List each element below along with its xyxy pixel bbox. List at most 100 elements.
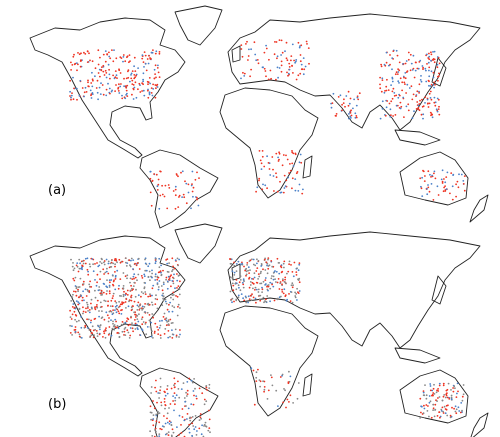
site-dot bbox=[154, 52, 157, 55]
site-dot bbox=[277, 156, 279, 159]
site-dot bbox=[231, 297, 234, 300]
site-dot bbox=[136, 262, 139, 264]
site-dot bbox=[159, 337, 162, 339]
site-dot bbox=[160, 404, 163, 407]
site-dot bbox=[233, 264, 236, 267]
site-dot bbox=[390, 84, 392, 86]
site-dot bbox=[291, 162, 294, 165]
site-dot bbox=[305, 40, 308, 43]
site-dot bbox=[155, 260, 157, 263]
site-dot bbox=[123, 328, 126, 330]
site-dot bbox=[403, 116, 405, 118]
site-dot bbox=[425, 397, 428, 400]
site-dot bbox=[110, 90, 113, 93]
site-dot bbox=[172, 298, 175, 301]
site-dot bbox=[275, 270, 278, 273]
site-dot bbox=[246, 40, 248, 43]
site-dot bbox=[273, 299, 276, 302]
site-dot bbox=[147, 83, 149, 86]
site-dot bbox=[449, 414, 452, 417]
site-dot bbox=[299, 54, 302, 56]
site-dot bbox=[164, 300, 167, 303]
site-dot bbox=[455, 183, 457, 186]
site-dot bbox=[86, 268, 89, 271]
site-dot bbox=[396, 54, 399, 57]
site-dot bbox=[146, 58, 149, 60]
site-dot bbox=[263, 301, 265, 304]
site-dot bbox=[72, 277, 75, 280]
site-dot bbox=[249, 75, 252, 78]
site-dot bbox=[89, 265, 92, 268]
site-dot bbox=[430, 183, 433, 185]
site-dot bbox=[129, 289, 132, 292]
site-dot bbox=[409, 53, 412, 56]
site-dot bbox=[401, 89, 403, 92]
site-dot bbox=[285, 154, 287, 157]
site-dot bbox=[293, 59, 295, 62]
site-dot bbox=[304, 65, 307, 68]
site-dot bbox=[158, 271, 161, 273]
site-dot bbox=[142, 292, 145, 295]
site-dot bbox=[157, 71, 160, 74]
site-dot bbox=[279, 180, 281, 183]
site-dot bbox=[265, 75, 267, 78]
site-dot bbox=[150, 392, 153, 394]
site-dot bbox=[431, 174, 433, 177]
site-dot bbox=[70, 318, 73, 320]
site-dot bbox=[251, 281, 254, 284]
site-dot bbox=[158, 320, 161, 322]
site-dot bbox=[181, 416, 184, 418]
site-dot bbox=[294, 153, 297, 156]
site-dot bbox=[421, 98, 423, 101]
site-dot bbox=[79, 277, 82, 280]
site-dot bbox=[103, 283, 106, 285]
site-dot bbox=[162, 281, 165, 284]
site-dot bbox=[80, 295, 83, 297]
site-dot bbox=[415, 95, 417, 97]
site-dot bbox=[288, 260, 291, 263]
site-dot bbox=[266, 295, 269, 297]
site-dot bbox=[281, 373, 284, 376]
site-dot bbox=[246, 264, 249, 266]
site-dot bbox=[459, 411, 462, 414]
site-dot bbox=[278, 152, 281, 155]
site-dot bbox=[457, 186, 460, 189]
site-dot bbox=[239, 275, 242, 277]
site-dot bbox=[178, 336, 180, 338]
site-dot bbox=[124, 85, 127, 87]
site-dot bbox=[174, 397, 177, 399]
site-dot bbox=[438, 113, 441, 116]
site-dot bbox=[112, 74, 114, 77]
site-dot bbox=[163, 312, 166, 315]
site-dot bbox=[88, 52, 90, 55]
site-dot bbox=[79, 60, 82, 62]
site-dot bbox=[294, 178, 297, 181]
site-dot bbox=[174, 328, 177, 331]
site-dot bbox=[187, 407, 190, 410]
site-dot bbox=[281, 51, 284, 54]
site-dot bbox=[87, 290, 89, 293]
site-dot bbox=[127, 324, 130, 327]
site-dot bbox=[429, 111, 432, 114]
site-dot bbox=[162, 297, 165, 300]
site-dot bbox=[405, 92, 407, 94]
site-dot bbox=[161, 193, 164, 196]
site-dot bbox=[167, 431, 170, 433]
site-dot bbox=[191, 422, 194, 425]
site-dot bbox=[463, 189, 466, 192]
site-dot bbox=[78, 307, 81, 310]
site-dot bbox=[434, 83, 436, 86]
site-dot bbox=[117, 87, 119, 90]
site-dot bbox=[261, 66, 264, 69]
site-dot bbox=[286, 71, 288, 74]
site-dot bbox=[71, 92, 73, 94]
site-dot bbox=[398, 61, 401, 64]
site-dot bbox=[248, 276, 251, 279]
site-dot bbox=[105, 285, 108, 288]
site-dot bbox=[178, 288, 181, 290]
site-dot bbox=[108, 310, 111, 313]
site-dot bbox=[177, 380, 179, 383]
site-dot bbox=[152, 284, 155, 287]
site-dot bbox=[407, 109, 410, 112]
site-dot bbox=[299, 153, 302, 156]
